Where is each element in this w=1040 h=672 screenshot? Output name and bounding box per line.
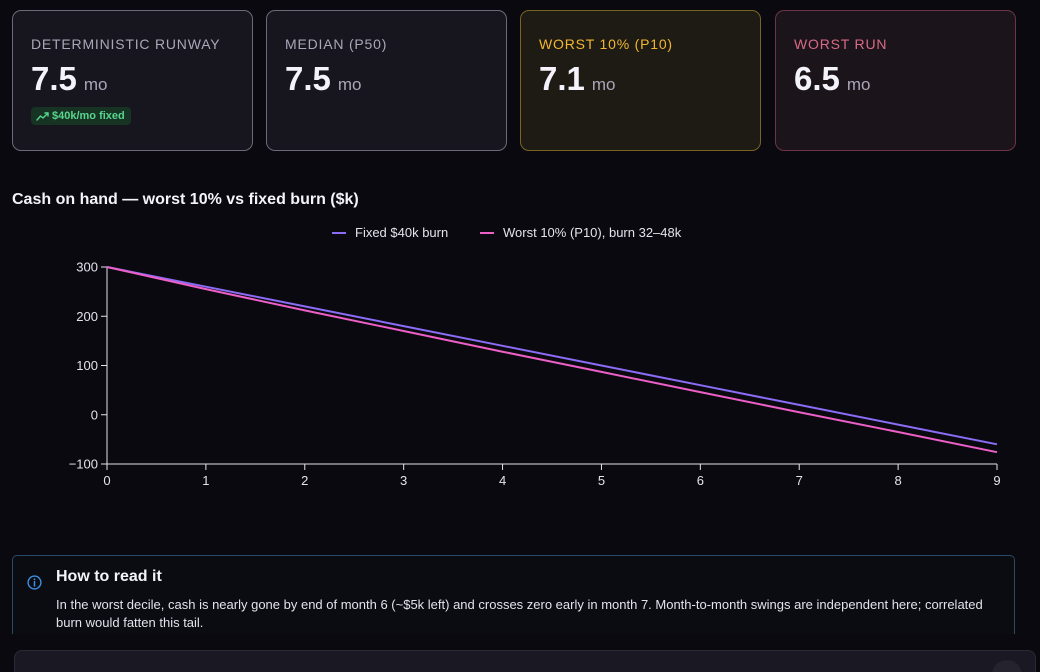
x-tick-label: 7 — [796, 473, 803, 488]
series-line-1 — [106, 266, 998, 446]
card-unit: mo — [591, 75, 616, 94]
scroll-button[interactable] — [992, 660, 1022, 672]
burn-badge-label: $40k/mo fixed — [52, 110, 125, 122]
card-deterministic-runway: DETERMINISTIC RUNWAY 7.5 mo $40k/mo fixe… — [12, 10, 253, 151]
summary-cards: DETERMINISTIC RUNWAY 7.5 mo $40k/mo fixe… — [12, 10, 1016, 151]
burn-badge: $40k/mo fixed — [31, 107, 131, 125]
x-tick-label: 0 — [103, 473, 110, 488]
card-label: WORST 10% (P10) — [539, 36, 673, 52]
trend-icon — [36, 111, 49, 121]
legend-label: Fixed $40k burn — [355, 225, 448, 240]
x-tick-label: 9 — [993, 473, 1000, 488]
y-tick-label: −100 — [69, 457, 98, 472]
x-tick-label: 2 — [301, 473, 308, 488]
info-title: How to read it — [56, 568, 162, 585]
chart-title: Cash on hand — worst 10% vs fixed burn (… — [12, 191, 359, 208]
card-unit: mo — [846, 75, 871, 94]
cash-line-chart: Fixed $40k burn Worst 10% (P10), burn 32–… — [69, 225, 1001, 488]
card-label: MEDIAN (P50) — [285, 36, 388, 52]
series-line-2 — [106, 266, 998, 454]
y-tick-label: 300 — [76, 260, 98, 275]
x-tick-label: 1 — [202, 473, 209, 488]
bottom-panel — [14, 650, 1036, 672]
x-tick-label: 4 — [499, 473, 506, 488]
y-tick-label: 200 — [76, 309, 98, 324]
card-unit: mo — [337, 75, 362, 94]
card-worst-10: WORST 10% (P10) 7.1 mo — [520, 10, 761, 151]
y-tick-label: 0 — [91, 407, 98, 422]
card-value: 6.5 — [794, 60, 840, 97]
info-panel: How to read it In the worst decile, cash… — [12, 555, 1015, 645]
card-label: DETERMINISTIC RUNWAY — [31, 36, 221, 52]
card-value: 7.1 — [539, 60, 585, 97]
legend-label: Worst 10% (P10), burn 32–48k — [503, 225, 682, 240]
info-body: In the worst decile, cash is nearly gone… — [56, 597, 983, 630]
x-tick-label: 6 — [697, 473, 704, 488]
x-tick-label: 3 — [400, 473, 407, 488]
card-label: WORST RUN — [794, 36, 888, 52]
card-value: 7.5 — [285, 60, 331, 97]
card-unit: mo — [83, 75, 108, 94]
x-tick-label: 5 — [598, 473, 605, 488]
card-worst-run: WORST RUN 6.5 mo — [775, 10, 1016, 151]
card-median: MEDIAN (P50) 7.5 mo — [266, 10, 507, 151]
x-tick-label: 8 — [894, 473, 901, 488]
info-icon — [27, 575, 42, 590]
y-tick-label: 100 — [76, 358, 98, 373]
card-value: 7.5 — [31, 60, 77, 97]
